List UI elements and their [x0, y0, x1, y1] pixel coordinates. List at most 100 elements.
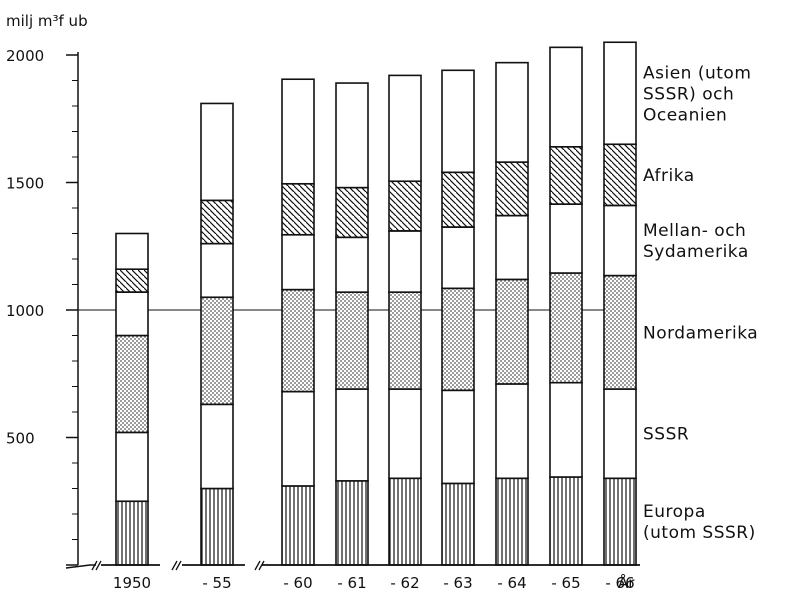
bar-segment: [603, 388, 637, 480]
bar-segment: [549, 46, 583, 148]
bar-segment: [335, 480, 369, 566]
axis-break-mark: [171, 560, 182, 571]
bar-stack-2: [200, 102, 234, 566]
x-tick-label: 1950: [113, 574, 151, 592]
legend-label: Afrika: [643, 166, 695, 186]
bar-segment: [281, 233, 315, 291]
axis-break-mark: [254, 560, 265, 571]
legend-item: SSSR: [643, 425, 689, 445]
bar-segment: [441, 482, 475, 566]
bar-segment: [388, 180, 422, 232]
bar-segment: [281, 288, 315, 393]
bar-segment: [495, 383, 529, 480]
legend-label: Europa: [643, 502, 706, 522]
bar-segment: [441, 389, 475, 485]
bar-segment: [388, 477, 422, 566]
bar-segment: [495, 214, 529, 281]
legend-item: Nordamerika: [643, 323, 758, 343]
bar-segment: [495, 61, 529, 163]
axis-break-mark: [91, 560, 102, 571]
bar-segment: [281, 390, 315, 487]
x-axis-label: År: [618, 573, 635, 592]
bar-stack-5: [388, 74, 422, 566]
bar-segment: [603, 41, 637, 146]
bar-segment: [115, 232, 149, 271]
bar-stack-3: [281, 78, 315, 566]
bar-segment: [115, 268, 149, 293]
bars: [115, 41, 637, 566]
y-tick-label: 500: [6, 430, 35, 448]
bar-segment: [549, 146, 583, 205]
legend-label: Oceanien: [643, 105, 727, 125]
x-axis: 1950 - 55 - 60 - 61 - 62 - 63 - 64 - 65 - 66: [65, 560, 640, 592]
legend-label: Asien (utom: [643, 63, 751, 83]
bar-segment: [549, 381, 583, 478]
bar-segment: [388, 291, 422, 390]
bar-segment: [335, 291, 369, 390]
bar-segment: [549, 272, 583, 384]
legend: Europa(utom SSSR) SSSR Nordamerika Mellan- …: [643, 63, 758, 543]
bar-stack-9: [603, 41, 637, 566]
bar-segment: [549, 476, 583, 566]
x-tick-label: - 63: [443, 574, 472, 592]
legend-label: SSSR) och: [643, 84, 734, 104]
bar-segment: [441, 287, 475, 392]
bar-segment: [200, 242, 234, 299]
bar-segment: [388, 388, 422, 480]
bar-segment: [200, 102, 234, 202]
x-axis-line: [65, 564, 96, 569]
bar-segment: [549, 203, 583, 274]
bar-segment: [603, 477, 637, 566]
bar-segment: [281, 485, 315, 566]
bar-segment: [115, 431, 149, 503]
bar-segment: [335, 186, 369, 239]
legend-label: Nordamerika: [643, 323, 758, 343]
legend-label: SSSR: [643, 425, 689, 445]
y-axis: 2000 1500 1000 500: [6, 47, 79, 566]
bar-segment: [603, 274, 637, 390]
x-tick-label: - 62: [390, 574, 419, 592]
bar-segment: [200, 199, 234, 245]
bar-segment: [441, 171, 475, 228]
y-tick-label: 1000: [6, 302, 44, 320]
bar-segment: [115, 291, 149, 337]
bar-segment: [441, 69, 475, 174]
y-tick-label: 2000: [6, 47, 44, 65]
legend-item: Afrika: [643, 166, 695, 186]
bar-segment: [281, 182, 315, 236]
bar-segment: [495, 477, 529, 566]
bar-segment: [603, 143, 637, 207]
legend-label: Sydamerika: [643, 242, 749, 262]
bar-segment: [388, 74, 422, 183]
bar-segment: [495, 161, 529, 217]
x-tick-label: - 61: [337, 574, 366, 592]
bar-segment: [495, 278, 529, 385]
bar-stack-8: [549, 46, 583, 566]
bar-segment: [335, 236, 369, 293]
bar-segment: [115, 334, 149, 434]
bar-segment: [200, 296, 234, 406]
legend-label: (utom SSSR): [643, 523, 756, 543]
x-tick-label: - 64: [497, 574, 526, 592]
bar-segment: [335, 388, 369, 482]
bar-segment: [388, 230, 422, 293]
bar-stack-4: [335, 82, 369, 566]
bar-segment: [335, 82, 369, 189]
legend-item: Europa(utom SSSR): [643, 502, 756, 543]
y-tick-label: 1500: [6, 175, 44, 193]
bar-segment: [200, 487, 234, 566]
bar-segment: [603, 204, 637, 277]
x-tick-label: - 55: [202, 574, 231, 592]
bar-stack-1: [115, 232, 149, 566]
bar-stack-6: [441, 69, 475, 566]
x-tick-label: - 66: [605, 574, 634, 592]
bar-stack-7: [495, 61, 529, 566]
legend-label: Mellan- och: [643, 221, 746, 241]
bar-segment: [441, 226, 475, 290]
bar-segment: [200, 403, 234, 490]
y-axis-unit-label: milj m³f ub: [6, 12, 88, 30]
x-tick-label: - 65: [551, 574, 580, 592]
